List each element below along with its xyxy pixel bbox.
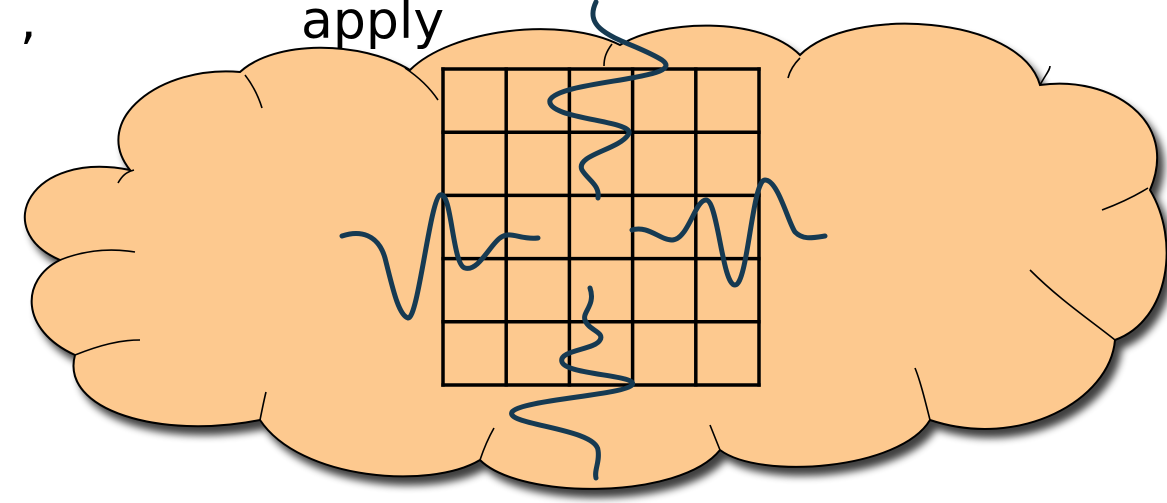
top-wave: [547, 0, 669, 201]
cloud-inner-arcs: [59, 43, 1149, 461]
caption-text: , apply: [20, 0, 444, 51]
grid-5x5: [441, 67, 761, 387]
cloud-shape: [23, 22, 1167, 490]
waves: [339, 0, 828, 481]
bottom-wave: [509, 285, 635, 481]
right-wave: [629, 177, 828, 288]
left-wave: [339, 192, 541, 321]
